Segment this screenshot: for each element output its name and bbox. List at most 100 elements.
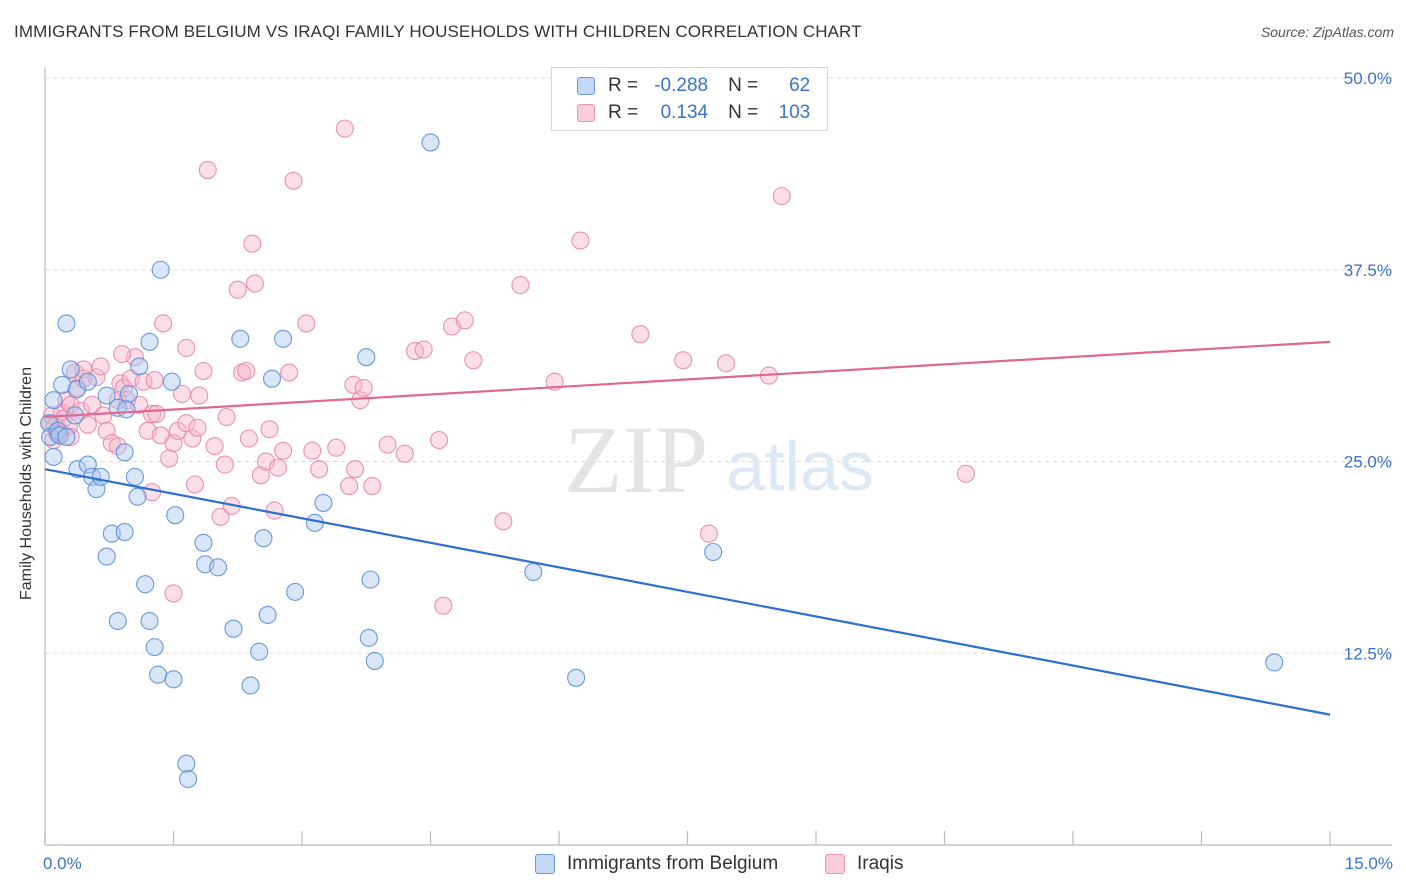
point-iraqis bbox=[716, 354, 736, 373]
watermark: ZIP atlas bbox=[564, 406, 874, 513]
legend-swatch-iraqis bbox=[577, 104, 595, 122]
legend-label-iraqis: Iraqis bbox=[857, 853, 904, 874]
point-belgium bbox=[231, 329, 250, 348]
legend-item-iraqis[interactable]: Iraqis bbox=[825, 853, 903, 875]
watermark-atlas: atlas bbox=[726, 427, 874, 505]
point-belgium bbox=[208, 558, 228, 577]
point-iraqis bbox=[310, 460, 329, 479]
point-belgium bbox=[50, 426, 69, 445]
point-belgium bbox=[254, 529, 273, 548]
point-belgium bbox=[44, 447, 63, 466]
point-belgium bbox=[140, 611, 159, 631]
legend-label-belgium: Immigrants from Belgium bbox=[567, 853, 779, 874]
trend-line-iraqis bbox=[44, 340, 1331, 419]
point-belgium bbox=[567, 668, 586, 687]
point-belgium bbox=[258, 605, 277, 624]
point-iraqis bbox=[464, 351, 483, 370]
point-belgium bbox=[357, 348, 376, 367]
point-belgium bbox=[162, 372, 181, 391]
point-belgium bbox=[359, 628, 378, 647]
point-belgium bbox=[365, 651, 384, 670]
point-iraqis bbox=[198, 160, 217, 180]
point-belgium bbox=[224, 619, 243, 638]
point-belgium bbox=[115, 443, 134, 462]
point-iraqis bbox=[183, 429, 202, 448]
point-iraqis bbox=[185, 475, 204, 494]
point-belgium bbox=[361, 570, 380, 589]
point-iraqis bbox=[354, 378, 373, 397]
r-value: -0.288 bbox=[654, 75, 709, 96]
legend-row-belgium: R = -0.288 N = 62 bbox=[577, 74, 810, 98]
point-belgium bbox=[53, 375, 72, 394]
point-iraqis bbox=[243, 234, 262, 253]
legend-swatch-iraqis bbox=[825, 854, 845, 874]
point-iraqis bbox=[284, 171, 303, 190]
point-belgium bbox=[140, 332, 159, 351]
point-belgium bbox=[145, 638, 164, 657]
legend-swatch-belgium bbox=[535, 854, 555, 874]
point-iraqis bbox=[494, 512, 513, 531]
point-iraqis bbox=[113, 345, 132, 364]
point-belgium bbox=[57, 427, 76, 447]
y-tick-label: 37.5% bbox=[1344, 261, 1392, 280]
y-tick-label: 50.0% bbox=[1344, 69, 1392, 88]
point-iraqis bbox=[239, 429, 258, 448]
point-belgium bbox=[97, 386, 116, 405]
point-iraqis bbox=[188, 418, 207, 437]
point-belgium bbox=[151, 260, 170, 279]
point-iraqis bbox=[571, 231, 590, 250]
point-iraqis bbox=[268, 458, 288, 477]
correlation-legend: R = -0.288 N = 62 R = 0.134 N = 103 bbox=[551, 67, 828, 131]
point-belgium bbox=[194, 533, 213, 552]
point-belgium bbox=[128, 487, 147, 506]
point-iraqis bbox=[340, 476, 359, 496]
watermark-zip: ZIP bbox=[564, 406, 708, 513]
point-belgium bbox=[241, 676, 260, 695]
point-iraqis bbox=[280, 363, 299, 382]
legend-item-belgium[interactable]: Immigrants from Belgium bbox=[535, 853, 778, 875]
point-iraqis bbox=[237, 361, 256, 381]
point-iraqis bbox=[194, 361, 213, 381]
n-value: 62 bbox=[789, 75, 811, 96]
point-iraqis bbox=[674, 351, 693, 370]
point-iraqis bbox=[160, 449, 179, 468]
point-belgium bbox=[164, 670, 183, 689]
y-tick-label: 25.0% bbox=[1344, 453, 1392, 472]
point-belgium bbox=[78, 372, 97, 391]
point-belgium bbox=[117, 400, 136, 419]
point-belgium bbox=[115, 523, 134, 542]
point-iraqis bbox=[78, 415, 97, 434]
r-label: R = bbox=[608, 102, 639, 123]
point-iraqis bbox=[772, 187, 791, 206]
point-iraqis bbox=[154, 314, 173, 333]
point-belgium bbox=[166, 506, 185, 525]
point-belgium bbox=[149, 665, 168, 684]
r-value: 0.134 bbox=[660, 102, 709, 123]
point-belgium bbox=[262, 369, 282, 388]
trend-line-belgium bbox=[44, 468, 1331, 716]
point-iraqis bbox=[217, 407, 236, 427]
n-label: N = bbox=[728, 75, 759, 96]
point-belgium bbox=[274, 329, 293, 348]
point-iraqis bbox=[260, 420, 279, 439]
point-belgium bbox=[314, 493, 333, 512]
point-belgium bbox=[421, 133, 440, 152]
point-iraqis bbox=[297, 314, 316, 333]
point-iraqis bbox=[378, 435, 397, 454]
point-iraqis bbox=[699, 524, 718, 543]
y-axis-label: Family Households with Children bbox=[18, 367, 35, 600]
point-belgium bbox=[704, 542, 723, 562]
point-iraqis bbox=[455, 311, 474, 330]
point-belgium bbox=[125, 467, 144, 486]
trend-lines bbox=[44, 340, 1331, 716]
point-iraqis bbox=[434, 596, 453, 615]
n-label: N = bbox=[728, 102, 759, 123]
point-iraqis bbox=[177, 414, 196, 433]
point-iraqis bbox=[164, 584, 183, 603]
point-belgium bbox=[250, 642, 269, 661]
point-belgium bbox=[524, 562, 543, 581]
point-iraqis bbox=[190, 386, 209, 405]
point-iraqis bbox=[335, 119, 354, 138]
point-iraqis bbox=[430, 430, 449, 450]
